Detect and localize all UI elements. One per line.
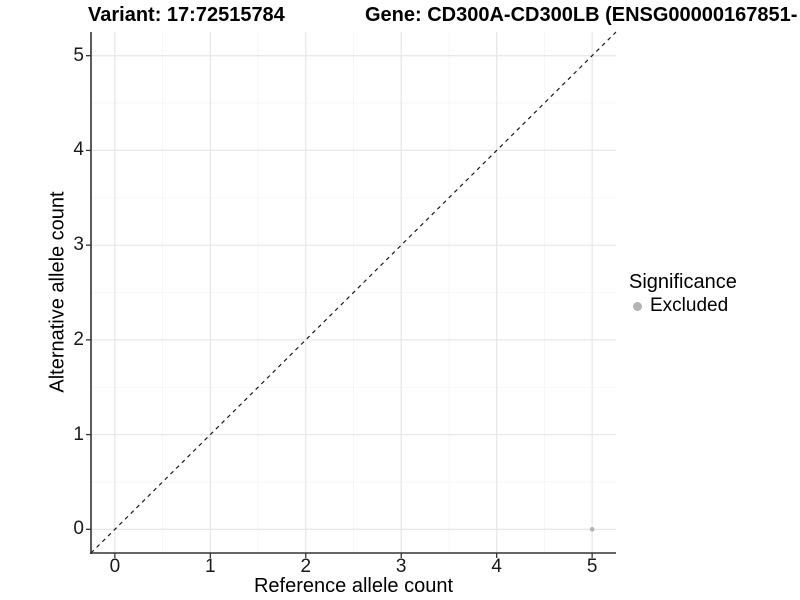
y-tick-label: 2 [73, 328, 84, 350]
identity-line [90, 31, 617, 554]
legend-point-icon [633, 302, 642, 311]
y-tick-label: 5 [73, 44, 84, 66]
y-tick-label: 4 [73, 139, 84, 161]
x-tick-label: 3 [395, 556, 407, 577]
y-tick-label: 1 [73, 423, 84, 445]
x-tick-label: 0 [109, 556, 121, 577]
gene-title: Gene: CD300A-CD300LB (ENSG00000167851- [365, 4, 798, 26]
x-tick-label: 1 [205, 556, 216, 577]
x-tick-label: 4 [491, 556, 502, 577]
legend-entry-excluded: Excluded [629, 295, 737, 317]
y-tick-label: 0 [73, 518, 84, 540]
variant-title: Variant: 17:72515784 [88, 4, 285, 26]
y-axis-label: Alternative allele count [46, 191, 69, 393]
data-point-excluded [589, 527, 595, 532]
x-axis-label: Reference allele count [253, 575, 453, 597]
x-tick-label: 2 [300, 556, 312, 577]
legend: Significance Excluded [629, 271, 737, 317]
y-tick-label: 3 [73, 234, 84, 256]
x-tick-label: 5 [586, 556, 598, 577]
legend-entry-label: Excluded [650, 295, 729, 316]
legend-title: Significance [629, 271, 737, 293]
